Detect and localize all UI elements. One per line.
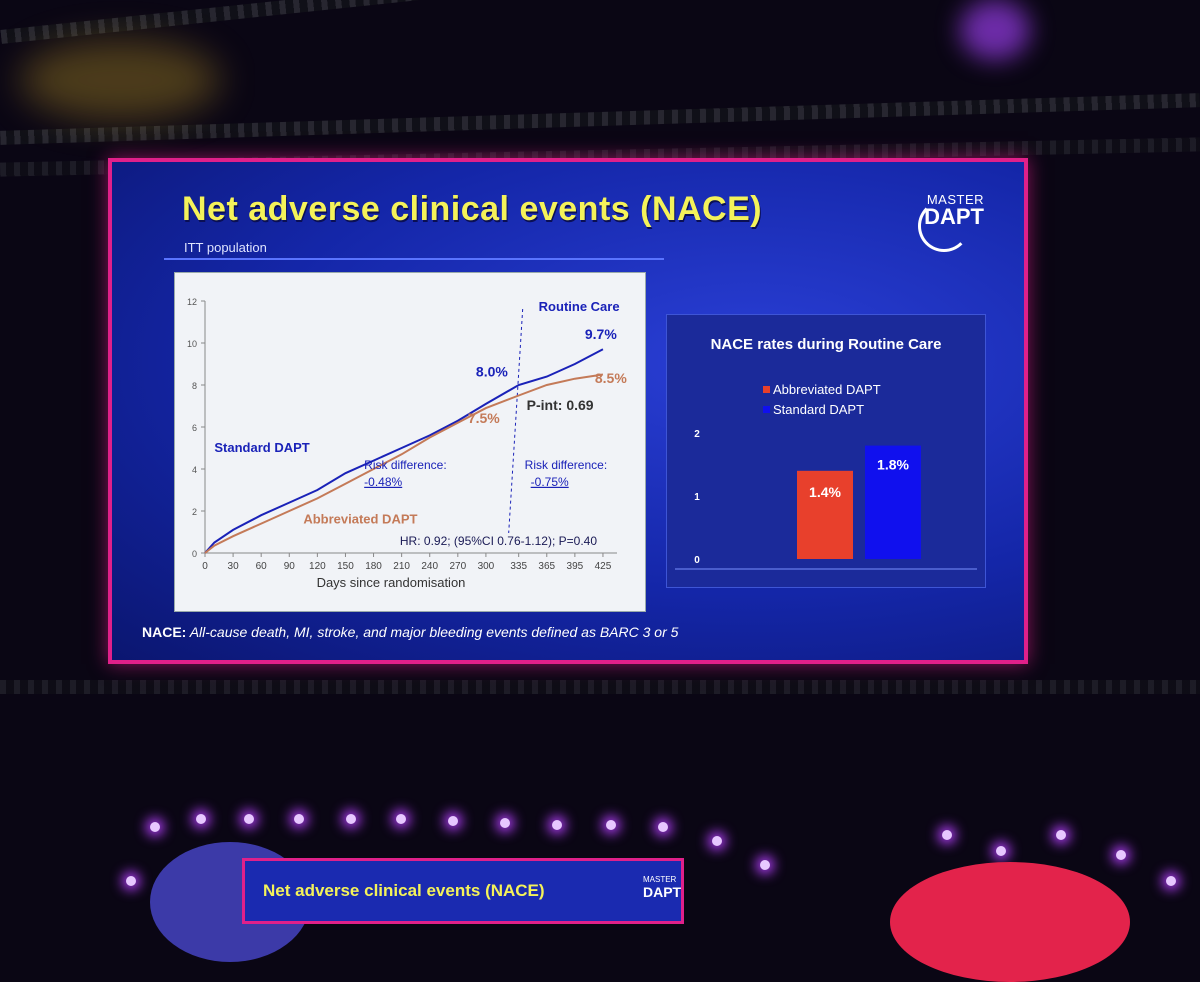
y-tick-label: 0 [192,549,197,559]
x-tick-label: 60 [256,561,268,572]
venue-background [0,0,1200,694]
x-axis-label: Days since randomisation [317,575,466,590]
risk-value-1: -0.48% [364,475,402,489]
bar-standard [865,445,921,559]
stage-glow-left [20,40,220,120]
light-dot [448,816,458,826]
legend-label: Standard DAPT [773,402,864,417]
routine-care-divider [508,308,524,534]
chart-title: Routine Care [539,299,620,314]
bar-value-label: 1.4% [809,484,841,500]
light-dot [244,814,254,824]
legend-label: Abbreviated DAPT [773,382,881,397]
footer-text: All-cause death, MI, stroke, and major b… [186,624,679,640]
series-label-abbreviated: Abbreviated DAPT [303,512,417,527]
light-dot [346,814,356,824]
presentation-screen: Net adverse clinical events (NACE) ITT p… [108,158,1028,664]
x-tick-label: 270 [449,561,466,572]
x-tick-label: 335 [510,561,527,572]
y-tick-label: 12 [187,297,197,307]
x-tick-label: 240 [421,561,438,572]
master-dapt-logo: MASTER DAPT [912,192,984,252]
logo-arc-icon [918,200,970,252]
monitor-logo: MASTER DAPT [643,875,681,900]
light-dot [150,822,160,832]
x-tick-label: 395 [567,561,584,572]
x-tick-label: 180 [365,561,382,572]
legend-swatch [763,406,770,413]
light-dot [996,846,1006,856]
light-dot [942,830,952,840]
slide-footer: NACE: All-cause death, MI, stroke, and m… [142,624,678,640]
series-line-abbreviated [204,373,604,554]
risk-label-2: Risk difference: [525,458,607,472]
km-chart-panel: 0 2 4 6 8 10 12 0 30 60 90 120 150 180 210 240 270 300 335… [174,272,646,612]
series-label-standard: Standard DAPT [214,440,309,455]
title-divider [164,258,664,260]
light-dot [1056,830,1066,840]
light-dot [126,876,136,886]
data-label-std-335: 8.0% [476,364,508,380]
risk-value-2: -0.75% [531,475,569,489]
stage-glow-right [960,0,1030,60]
light-dot [606,820,616,830]
y-tick-label: 4 [192,465,197,475]
x-tick-label: 0 [202,561,208,572]
y-tick-label: 1 [694,492,700,503]
truss-top [0,0,420,44]
p-interaction: P-int: 0.69 [527,397,594,413]
light-dot [500,818,510,828]
light-dot [196,814,206,824]
x-tick-label: 425 [595,561,612,572]
monitor-title: Net adverse clinical events (NACE) [263,881,545,900]
footer-label: NACE: [142,624,187,640]
risk-label-1: Risk difference: [364,458,446,472]
slide-title: Net adverse clinical events (NACE) [182,190,763,228]
y-tick-label: 8 [192,381,197,391]
light-dot [396,814,406,824]
bar-chart-panel: NACE rates during Routine Care Abbreviate… [666,314,986,588]
bar-chart-title: NACE rates during Routine Care [711,336,942,353]
x-tick-label: 30 [228,561,240,572]
legend-swatch [763,386,770,393]
x-tick-label: 90 [284,561,296,572]
monitor-logo-line1: MASTER [643,875,677,884]
x-tick-label: 210 [393,561,410,572]
stage-lights [0,790,1200,900]
light-dot [658,822,668,832]
bar-chart: NACE rates during Routine Care Abbreviate… [675,336,977,570]
x-tick-label: 365 [538,561,555,572]
y-tick-label: 0 [694,555,700,566]
stage-monitor: Net adverse clinical events (NACE) MASTE… [242,858,684,924]
x-tick-label: 120 [309,561,326,572]
y-tick-label: 10 [187,339,197,349]
y-tick-label: 2 [694,429,700,440]
light-dot [552,820,562,830]
monitor-logo-line2: DAPT [643,884,682,900]
y-tick-label: 2 [192,507,197,517]
x-tick-label: 300 [478,561,495,572]
light-dot [760,860,770,870]
data-label-std-end: 9.7% [585,326,617,342]
series-line-standard [204,348,604,554]
light-dot [1166,876,1176,886]
light-dot [712,836,722,846]
data-label-abb-end: 8.5% [595,370,627,386]
light-dot [1116,850,1126,860]
light-dot [294,814,304,824]
hazard-ratio: HR: 0.92; (95%CI 0.76-1.12); P=0.40 [400,534,597,548]
data-label-abb-335: 7.5% [468,410,500,426]
bar-value-label: 1.8% [877,457,909,473]
truss-bottom [0,680,1200,694]
slide-subtitle: ITT population [184,240,267,255]
bar-abbreviated [797,470,853,559]
y-tick-label: 6 [192,423,197,433]
x-tick-label: 150 [337,561,354,572]
stage-podium-right [890,862,1130,982]
